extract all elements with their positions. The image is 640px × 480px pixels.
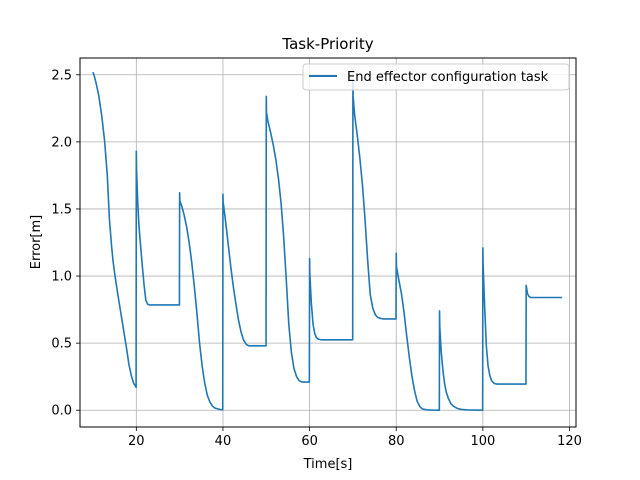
x-tick-label: 120	[557, 434, 582, 449]
series-layer	[92, 71, 563, 412]
y-tick-label: 0.0	[51, 404, 72, 419]
y-tick-label: 0.5	[51, 337, 72, 352]
plot-frame	[79, 57, 577, 428]
y-tick-label: 2.0	[51, 135, 72, 150]
x-tick-label: 20	[128, 434, 145, 449]
chart-title: Task-Priority	[281, 35, 373, 53]
x-tick-label: 80	[388, 434, 405, 449]
x-tick-label: 100	[470, 434, 495, 449]
y-tick-label: 1.0	[51, 270, 72, 285]
y-axis-label: Error[m]	[29, 215, 44, 270]
x-tick-label: 60	[301, 434, 318, 449]
ticks: 20 40 60 80 100 120 0.0 0.5 1.0 1.5 2.0 2.5	[51, 68, 582, 449]
y-tick-label: 2.5	[51, 68, 72, 83]
legend-box	[302, 63, 570, 91]
legend-label: End effector configuration task	[347, 70, 549, 85]
x-tick-label: 40	[215, 434, 232, 449]
series-line	[92, 71, 563, 412]
x-axis-label: Time[s]	[303, 457, 353, 472]
y-tick-label: 1.5	[51, 202, 72, 217]
legend: End effector configuration task	[302, 63, 570, 91]
